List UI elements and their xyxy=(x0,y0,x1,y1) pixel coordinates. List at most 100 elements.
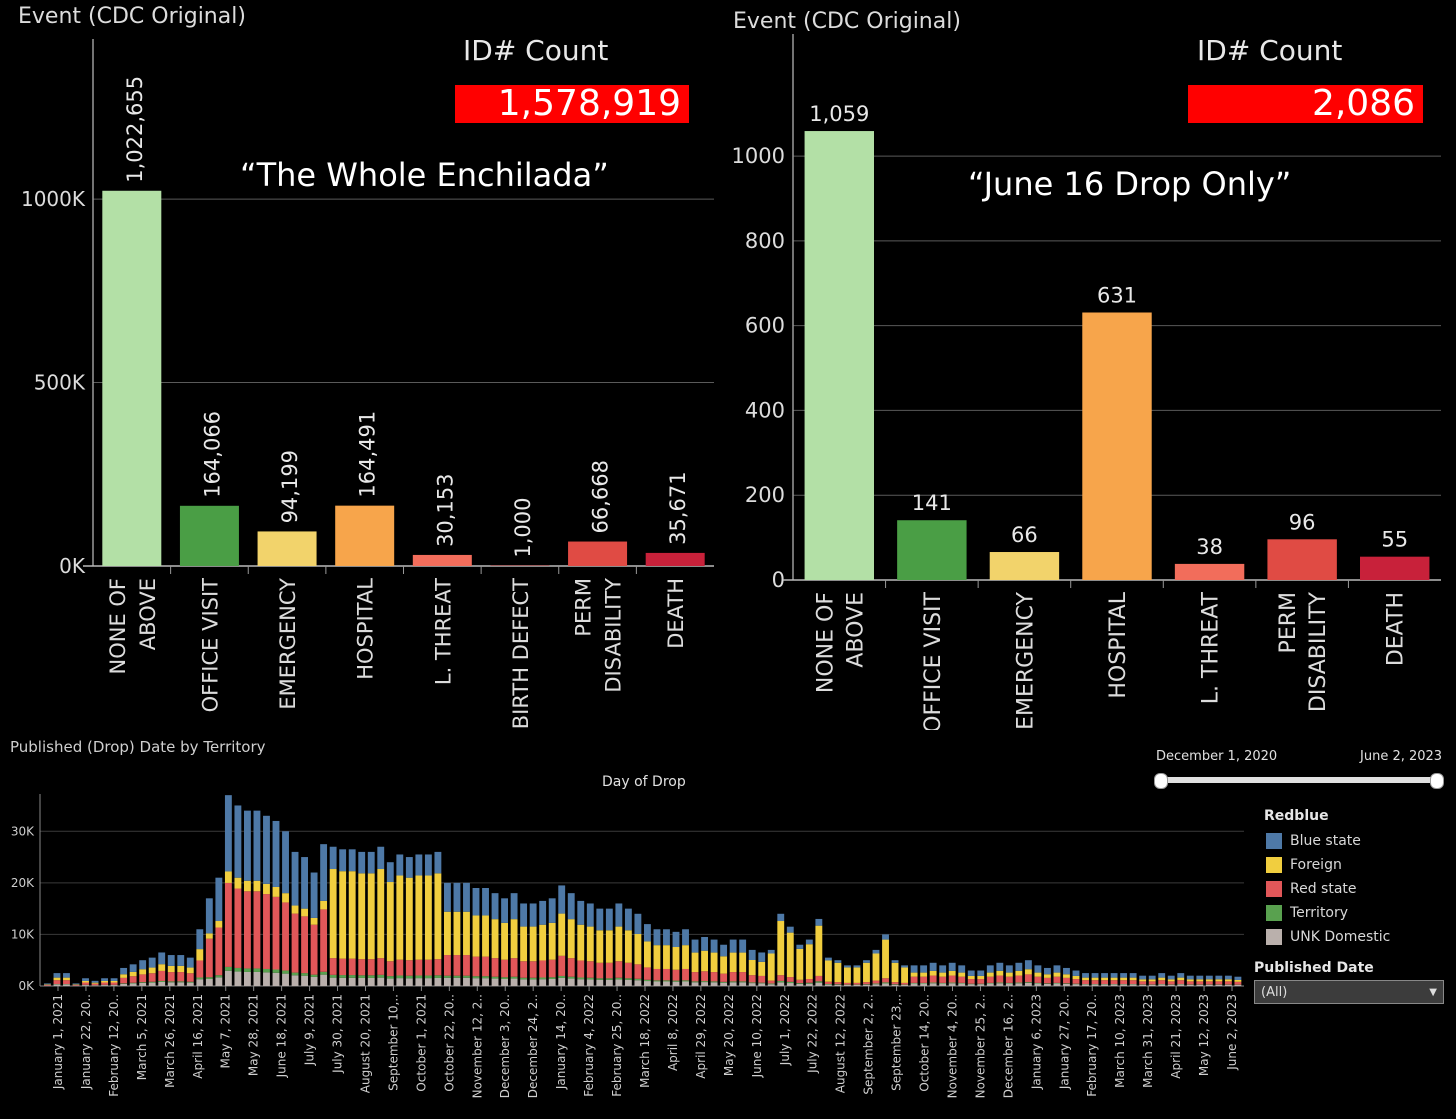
stacked-bar-segment[interactable] xyxy=(815,975,823,982)
stacked-bar-segment[interactable] xyxy=(510,978,518,986)
stacked-bar-segment[interactable] xyxy=(1044,967,1051,975)
stacked-bar-segment[interactable] xyxy=(596,908,604,931)
stacked-bar-segment[interactable] xyxy=(844,967,851,983)
stacked-bar-segment[interactable] xyxy=(986,976,994,983)
stacked-bar-segment[interactable] xyxy=(101,980,108,983)
stacked-bar-segment[interactable] xyxy=(320,909,328,972)
stacked-bar-segment[interactable] xyxy=(558,885,566,914)
stacked-bar-segment[interactable] xyxy=(1167,979,1175,982)
stacked-bar-segment[interactable] xyxy=(186,981,194,983)
stacked-bar-segment[interactable] xyxy=(624,979,632,986)
stacked-bar-segment[interactable] xyxy=(834,962,842,983)
stacked-bar-segment[interactable] xyxy=(1072,984,1080,986)
stacked-bar-segment[interactable] xyxy=(453,882,461,912)
stacked-bar-segment[interactable] xyxy=(786,977,794,982)
stacked-bar-segment[interactable] xyxy=(1139,984,1147,986)
stacked-bar-segment[interactable] xyxy=(348,958,356,976)
stacked-bar-segment[interactable] xyxy=(853,965,861,968)
stacked-bar-segment[interactable] xyxy=(148,973,156,982)
stacked-bar-segment[interactable] xyxy=(520,926,528,962)
stacked-bar-segment[interactable] xyxy=(901,967,908,983)
stacked-bar-segment[interactable] xyxy=(786,981,794,984)
stacked-bar-segment[interactable] xyxy=(444,975,451,978)
stacked-bar-segment[interactable] xyxy=(263,894,270,969)
stacked-bar-segment[interactable] xyxy=(139,969,147,975)
stacked-bar-segment[interactable] xyxy=(929,982,937,984)
stacked-bar-segment[interactable] xyxy=(291,905,299,914)
stacked-bar-segment[interactable] xyxy=(967,970,975,976)
stacked-bar-segment[interactable] xyxy=(1224,984,1232,986)
stacked-bar-segment[interactable] xyxy=(1196,979,1204,982)
stacked-bar-segment[interactable] xyxy=(110,985,118,986)
stacked-bar-segment[interactable] xyxy=(1234,979,1242,982)
stacked-bar-segment[interactable] xyxy=(1005,982,1013,984)
stacked-bar-segment[interactable] xyxy=(663,981,670,986)
stacked-bar-segment[interactable] xyxy=(272,886,280,897)
stacked-bar-segment[interactable] xyxy=(339,871,347,959)
stacked-bar-segment[interactable] xyxy=(872,953,880,981)
stacked-bar-segment[interactable] xyxy=(529,977,537,980)
stacked-bar-segment[interactable] xyxy=(405,960,413,976)
stacked-bar-segment[interactable] xyxy=(872,980,880,984)
stacked-bar-segment[interactable] xyxy=(1196,975,1204,980)
stacked-bar-segment[interactable] xyxy=(120,977,128,984)
stacked-bar-segment[interactable] xyxy=(1005,983,1013,986)
stacked-bar-segment[interactable] xyxy=(1196,981,1204,985)
stacked-bar-segment[interactable] xyxy=(1196,984,1204,986)
stacked-bar-segment[interactable] xyxy=(263,883,270,895)
stacked-bar-segment[interactable] xyxy=(701,981,708,983)
stacked-bar-segment[interactable] xyxy=(739,981,747,983)
stacked-bar-segment[interactable] xyxy=(44,984,51,986)
stacked-bar-segment[interactable] xyxy=(577,960,585,978)
stacked-bar-segment[interactable] xyxy=(396,875,404,960)
stacked-bar-segment[interactable] xyxy=(215,977,223,986)
stacked-bar-segment[interactable] xyxy=(739,939,747,953)
legend-item[interactable]: UNK Domestic xyxy=(1266,925,1390,949)
stacked-bar-segment[interactable] xyxy=(824,957,832,961)
stacked-bar-segment[interactable] xyxy=(510,958,518,977)
stacked-bar-segment[interactable] xyxy=(729,939,737,953)
stacked-bar-segment[interactable] xyxy=(377,958,385,975)
stacked-bar-segment[interactable] xyxy=(148,957,156,968)
stacked-bar-segment[interactable] xyxy=(53,973,61,978)
stacked-bar-segment[interactable] xyxy=(415,959,423,976)
stacked-bar-segment[interactable] xyxy=(82,985,89,986)
stacked-bar-segment[interactable] xyxy=(939,972,947,977)
stacked-bar-segment[interactable] xyxy=(824,960,832,982)
stacked-bar-segment[interactable] xyxy=(967,984,975,986)
stacked-bar-segment[interactable] xyxy=(758,952,766,962)
stacked-bar-segment[interactable] xyxy=(682,980,689,982)
stacked-bar-segment[interactable] xyxy=(1015,962,1023,971)
bar[interactable] xyxy=(989,552,1060,580)
stacked-bar-segment[interactable] xyxy=(1120,977,1128,981)
stacked-bar-segment[interactable] xyxy=(967,975,975,980)
stacked-bar-segment[interactable] xyxy=(244,968,251,972)
stacked-bar-segment[interactable] xyxy=(1053,972,1061,977)
stacked-bar-segment[interactable] xyxy=(634,934,642,965)
stacked-bar-segment[interactable] xyxy=(891,984,899,985)
stacked-bar-segment[interactable] xyxy=(358,959,366,976)
stacked-bar-segment[interactable] xyxy=(605,962,613,979)
stacked-bar-segment[interactable] xyxy=(891,982,899,985)
stacked-bar-segment[interactable] xyxy=(1148,984,1156,986)
stacked-bar-segment[interactable] xyxy=(1072,979,1080,984)
legend-item[interactable]: Red state xyxy=(1266,877,1390,901)
stacked-bar-segment[interactable] xyxy=(1224,975,1232,980)
stacked-bar-segment[interactable] xyxy=(644,941,651,968)
stacked-bar-segment[interactable] xyxy=(729,981,737,983)
stacked-bar-segment[interactable] xyxy=(196,977,204,980)
stacked-bar-segment[interactable] xyxy=(415,875,423,960)
stacked-bar-segment[interactable] xyxy=(844,965,851,968)
stacked-bar-segment[interactable] xyxy=(548,959,556,978)
stacked-bar-segment[interactable] xyxy=(529,926,537,962)
stacked-bar-segment[interactable] xyxy=(1186,979,1194,982)
stacked-bar-segment[interactable] xyxy=(482,978,489,986)
stacked-bar-segment[interactable] xyxy=(1205,975,1213,980)
stacked-bar-segment[interactable] xyxy=(520,903,528,927)
stacked-bar-segment[interactable] xyxy=(986,965,994,973)
stacked-bar-segment[interactable] xyxy=(224,966,232,971)
stacked-bar-segment[interactable] xyxy=(634,978,642,981)
stacked-bar-segment[interactable] xyxy=(453,977,461,986)
stacked-bar-segment[interactable] xyxy=(777,982,785,986)
stacked-bar-segment[interactable] xyxy=(453,955,461,976)
